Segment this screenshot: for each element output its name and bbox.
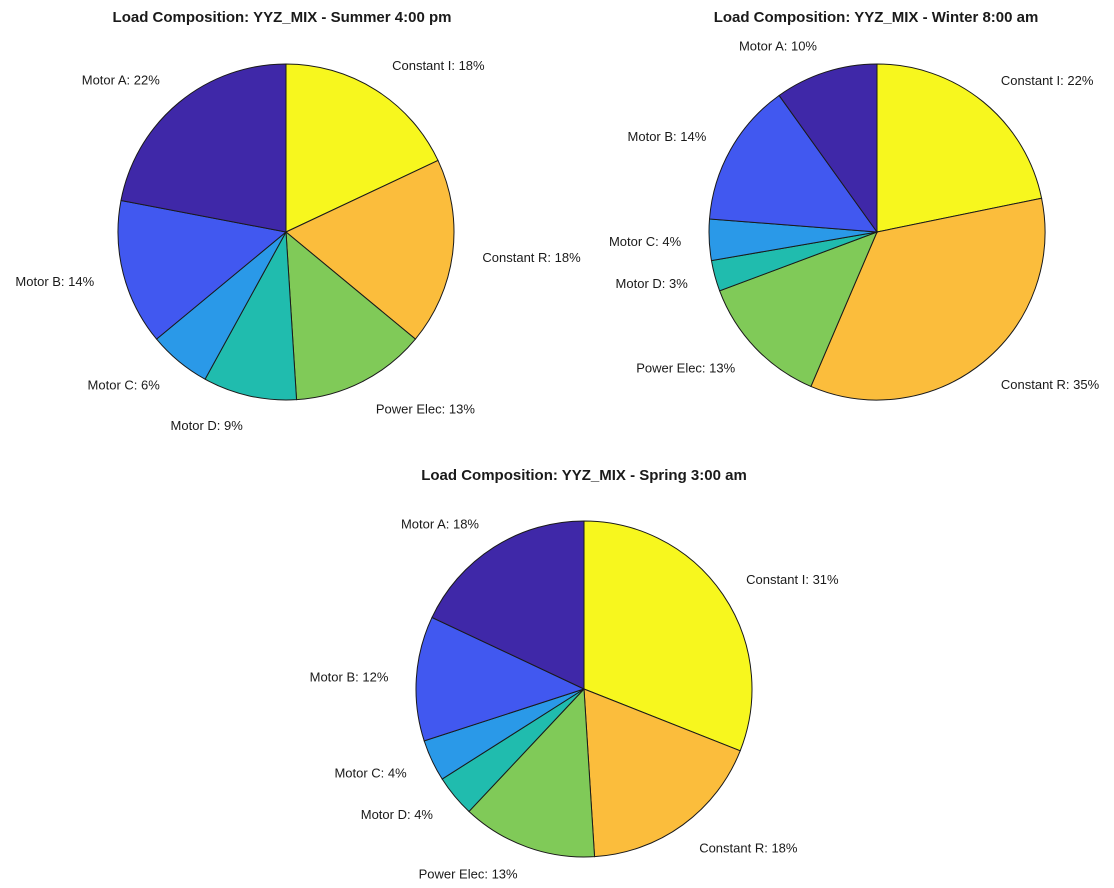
- chart-title-spring: Load Composition: YYZ_MIX - Spring 3:00 …: [421, 467, 747, 484]
- slice-label-winter-motor-b: Motor B: 14%: [628, 129, 707, 144]
- slice-label-winter-power-elec: Power Elec: 13%: [636, 360, 735, 375]
- slice-label-winter-motor-c: Motor C: 4%: [609, 234, 682, 249]
- slice-label-summer-constant-i: Constant I: 18%: [392, 58, 485, 73]
- pie-slice-winter-motor-b: [708, 94, 879, 233]
- slice-label-summer-motor-b: Motor B: 14%: [15, 274, 94, 289]
- slice-label-spring-motor-d: Motor D: 4%: [361, 807, 434, 822]
- pie-slice-spring-constant-r: [583, 688, 741, 858]
- pie-slice-summer-power-elec: [285, 230, 417, 401]
- chart-summer: Load Composition: YYZ_MIX - Summer 4:00 …: [15, 9, 581, 433]
- slice-label-summer-motor-d: Motor D: 9%: [171, 418, 244, 433]
- slice-label-winter-motor-d: Motor D: 3%: [616, 276, 689, 291]
- slice-label-spring-motor-a: Motor A: 18%: [401, 517, 479, 532]
- pie-slice-winter-power-elec: [718, 231, 878, 388]
- slice-label-winter-constant-i: Constant I: 22%: [1001, 73, 1094, 88]
- chart-winter: Load Composition: YYZ_MIX - Winter 8:00 …: [609, 9, 1100, 401]
- slice-label-spring-constant-i: Constant I: 31%: [746, 572, 839, 587]
- pie-slice-spring-power-elec: [468, 687, 596, 858]
- slice-label-winter-constant-r: Constant R: 35%: [1001, 377, 1100, 392]
- chart-spring: Load Composition: YYZ_MIX - Spring 3:00 …: [310, 467, 839, 881]
- chart-title-summer: Load Composition: YYZ_MIX - Summer 4:00 …: [113, 9, 452, 26]
- pie-slice-spring-constant-i: [583, 520, 753, 752]
- slice-label-summer-motor-c: Motor C: 6%: [88, 378, 161, 393]
- pie-slice-winter-motor-a: [778, 63, 878, 234]
- slice-label-spring-constant-r: Constant R: 18%: [699, 841, 798, 856]
- pie-slice-winter-constant-r: [810, 197, 1046, 401]
- slice-label-spring-motor-c: Motor C: 4%: [334, 766, 407, 781]
- pie-slice-winter-constant-i: [876, 63, 1043, 233]
- slice-label-summer-constant-r: Constant R: 18%: [482, 250, 581, 265]
- pie-slice-spring-motor-b: [415, 616, 586, 742]
- slice-label-spring-motor-b: Motor B: 12%: [310, 670, 389, 685]
- pie-slice-summer-motor-d: [204, 230, 298, 401]
- slice-label-summer-motor-a: Motor A: 22%: [82, 72, 160, 87]
- pie-slice-summer-motor-b: [117, 199, 288, 340]
- pie-slice-summer-constant-r: [285, 159, 455, 340]
- pie-slice-spring-motor-a: [431, 520, 585, 690]
- pie-slice-summer-constant-i: [285, 63, 439, 233]
- chart-title-winter: Load Composition: YYZ_MIX - Winter 8:00 …: [714, 9, 1039, 26]
- slice-label-spring-power-elec: Power Elec: 13%: [419, 866, 518, 881]
- slice-label-summer-power-elec: Power Elec: 13%: [376, 401, 475, 416]
- slice-label-winter-motor-a: Motor A: 10%: [739, 38, 817, 53]
- pie-slice-summer-motor-a: [120, 63, 287, 233]
